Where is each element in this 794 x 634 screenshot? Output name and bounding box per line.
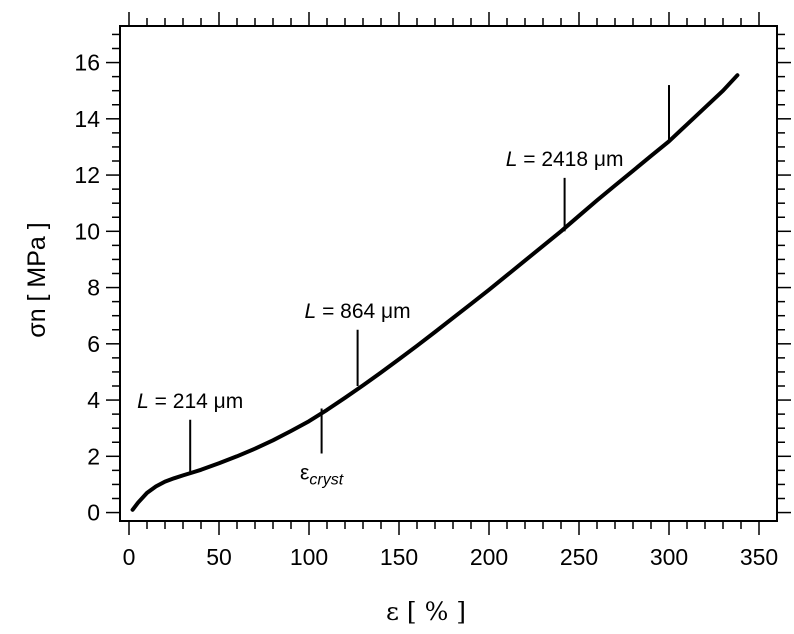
y-tick-label: 4 bbox=[87, 387, 100, 413]
plot-frame-layer bbox=[119, 25, 778, 522]
length-annotation: L = 864 μm bbox=[305, 300, 411, 323]
annotations-layer: L = 214 μm L = 864 μm L = 2418 μm εcryst bbox=[137, 85, 670, 489]
x-tick-label: 50 bbox=[206, 544, 232, 570]
y-axis-title: σn [ MPa ] bbox=[23, 222, 51, 337]
y-tick-label: 8 bbox=[87, 275, 100, 301]
y-tick-label: 2 bbox=[87, 443, 100, 469]
cryst-label: εcryst bbox=[300, 462, 344, 489]
y-tick-label: 12 bbox=[74, 162, 100, 188]
y-tick-label: 14 bbox=[74, 106, 100, 132]
x-axis-title: ε [ % ] bbox=[386, 597, 466, 626]
y-tick-label: 16 bbox=[74, 50, 100, 76]
x-tick-label: 0 bbox=[123, 544, 136, 570]
length-annotation: L = 2418 μm bbox=[506, 148, 624, 171]
x-tick-label: 100 bbox=[290, 544, 328, 570]
tick-labels-layer: 0 50 100 150 200 250 300 350 0 2 4 6 8 10 12 14 16 bbox=[74, 50, 778, 570]
y-tick-label: 0 bbox=[87, 500, 100, 526]
x-tick-label: 150 bbox=[380, 544, 418, 570]
y-tick-label: 10 bbox=[74, 218, 100, 244]
y-tick-label: 6 bbox=[87, 331, 100, 357]
x-tick-label: 250 bbox=[560, 544, 598, 570]
series-layer bbox=[130, 73, 740, 512]
x-tick-label: 300 bbox=[650, 544, 688, 570]
stress-strain-curve bbox=[130, 73, 740, 512]
x-tick-label: 350 bbox=[740, 544, 778, 570]
length-annotation: L = 214 μm bbox=[137, 390, 243, 413]
x-tick-label: 200 bbox=[470, 544, 508, 570]
y-axis-title-group: σn [ MPa ] bbox=[23, 222, 51, 337]
axis-ticks-layer bbox=[106, 12, 791, 535]
plot-frame bbox=[119, 25, 778, 522]
